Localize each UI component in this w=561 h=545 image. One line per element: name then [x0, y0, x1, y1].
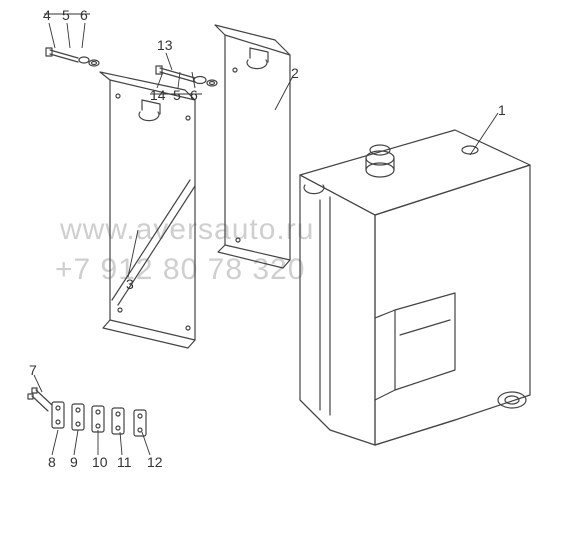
leader-line — [74, 430, 78, 455]
callout-c6a: 6 — [80, 8, 88, 22]
callout-c9: 9 — [70, 455, 78, 469]
part-1-tank — [300, 130, 530, 445]
leader-line — [52, 430, 58, 455]
callout-c2: 2 — [291, 66, 299, 80]
callout-c8: 8 — [48, 455, 56, 469]
leader-line — [178, 72, 180, 88]
callout-c14: 14 — [150, 88, 166, 102]
callout-c5b: 5 — [173, 88, 181, 102]
callout-c7: 7 — [29, 363, 37, 377]
leader-line — [128, 230, 138, 277]
callout-c4: 4 — [43, 8, 51, 22]
callout-c1: 1 — [498, 103, 506, 117]
callout-c10: 10 — [92, 455, 108, 469]
hardware-13-14-5-6 — [156, 66, 217, 86]
diagram-canvas: www.aversauto.ru +7 912 80 78 320 — [0, 0, 561, 545]
callout-c5a: 5 — [62, 8, 70, 22]
hardware-7-to-12 — [28, 388, 146, 436]
callout-c12: 12 — [147, 455, 163, 469]
callout-c3: 3 — [126, 277, 134, 291]
hardware-4-5-6 — [46, 48, 99, 66]
leader-line — [120, 432, 122, 455]
callout-c13: 13 — [157, 38, 173, 52]
leader-line — [82, 23, 85, 48]
callout-c11: 11 — [117, 455, 132, 469]
part-3-bracket — [100, 72, 195, 348]
callout-c6b: 6 — [190, 88, 198, 102]
diagram-svg — [0, 0, 561, 545]
leader-line — [67, 23, 70, 48]
leader-line — [166, 53, 172, 70]
part-2-bracket — [215, 25, 290, 268]
leader-line — [49, 23, 55, 48]
